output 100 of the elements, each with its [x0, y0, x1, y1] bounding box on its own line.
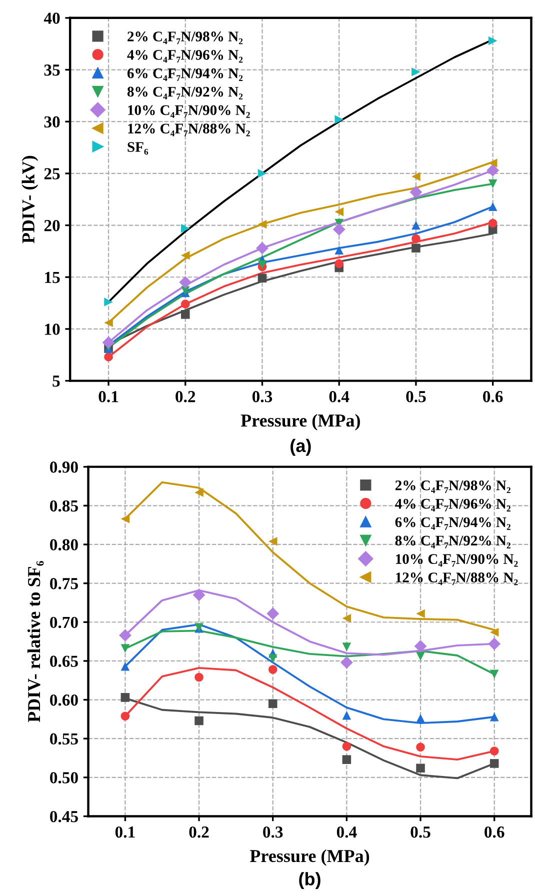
- point: [490, 628, 499, 637]
- x-tick-label: 0.5: [406, 391, 426, 402]
- point: [412, 234, 420, 244]
- point: [180, 310, 190, 319]
- point: [488, 202, 498, 212]
- point: [258, 169, 267, 178]
- point: [180, 300, 190, 308]
- y-tick-label: 0.80: [50, 539, 78, 550]
- point: [490, 670, 499, 679]
- y-tick-label: 40: [44, 12, 60, 24]
- point: [258, 220, 267, 229]
- y-tick-label: 0.75: [50, 578, 78, 590]
- point: [490, 712, 499, 722]
- y-tick-label: 0.60: [50, 694, 78, 706]
- legend-label: 8% C₄F₇N/92% N₂: [395, 536, 510, 548]
- point: [194, 716, 204, 726]
- point: [342, 642, 352, 652]
- point: [104, 352, 113, 362]
- legend-label: 12% C₄F₇N/88% N₂: [128, 124, 250, 136]
- y-axis-title: PDIV- (kV): [22, 156, 38, 244]
- y-tick-label: 0.65: [50, 656, 78, 667]
- y-axis-title: PDIV- relative to SF₆: [27, 561, 44, 722]
- point: [412, 220, 420, 230]
- y-tick-label: 20: [44, 220, 60, 232]
- point: [180, 250, 190, 260]
- x-tick-label: 0.4: [329, 391, 350, 402]
- point: [416, 609, 425, 618]
- point: [412, 244, 420, 252]
- point: [334, 246, 344, 255]
- x-tick-label: 0.2: [176, 391, 196, 402]
- text: (a): [290, 438, 311, 456]
- point: [342, 755, 352, 764]
- y-tick-label: 0.45: [50, 810, 78, 822]
- point: [180, 224, 190, 233]
- point: [120, 712, 130, 720]
- point: [104, 318, 113, 328]
- y-tick-label: 25: [44, 168, 60, 180]
- point: [194, 672, 204, 682]
- point: [194, 488, 204, 497]
- legend-label: 4% C₄F₇N/96% N₂: [127, 50, 243, 63]
- legend-label: 6% C₄F₇N/94% N₂: [395, 517, 510, 530]
- legend-label: 10% C₄F₇N/90% N₂: [128, 105, 250, 118]
- point: [416, 742, 425, 752]
- point: [488, 36, 498, 46]
- point: [268, 699, 278, 708]
- point: [416, 764, 425, 773]
- legend-label: 12% C₄F₇N/88% N₂: [396, 572, 518, 586]
- legend-label: 2% C₄F₇N/98% N₂: [395, 480, 510, 494]
- x-tick-label: 0.1: [115, 826, 135, 838]
- y-tick-label: 5: [52, 376, 60, 387]
- point: [268, 654, 278, 664]
- point: [488, 179, 498, 188]
- point: [416, 652, 425, 661]
- point: [412, 172, 420, 181]
- point: [490, 746, 499, 756]
- legend-label: SF₆: [128, 142, 148, 155]
- x-tick-label: 0.4: [336, 826, 357, 838]
- point: [410, 186, 422, 198]
- point: [342, 614, 352, 623]
- y-tick-label: 30: [44, 116, 60, 128]
- point: [118, 629, 132, 642]
- point: [104, 298, 113, 306]
- y-tick-label: 0.85: [50, 500, 78, 512]
- y-tick-label: 0.70: [50, 616, 78, 628]
- point: [486, 164, 500, 177]
- point: [120, 644, 130, 653]
- point: [334, 115, 344, 124]
- legend-label: 6% C₄F₇N/94% N₂: [127, 68, 243, 82]
- point: [120, 693, 130, 702]
- y-tick-label: 0.90: [50, 462, 78, 473]
- point: [334, 207, 344, 216]
- point: [258, 274, 267, 283]
- x-tick-label: 0.2: [189, 826, 209, 838]
- point: [120, 662, 130, 671]
- legend-label: 4% C₄F₇N/96% N₂: [395, 498, 510, 512]
- point: [256, 242, 268, 254]
- point: [334, 259, 344, 268]
- point: [340, 656, 353, 669]
- x-tick-label: 0.3: [252, 391, 272, 402]
- y-tick-label: 0.50: [50, 772, 78, 784]
- x-tick-label: 0.6: [483, 391, 503, 402]
- x-axis-title: Pressure (MPa): [240, 414, 360, 430]
- point: [102, 336, 115, 349]
- point: [266, 607, 280, 620]
- x-axis-title: Pressure (MPa): [250, 849, 370, 866]
- x-tick-label: 0.5: [410, 826, 430, 838]
- point: [490, 759, 499, 768]
- point: [342, 710, 352, 720]
- x-tick-label: 0.6: [484, 826, 504, 838]
- point: [488, 218, 498, 228]
- legend-label: 8% C₄F₇N/92% N₂: [127, 86, 243, 100]
- point: [268, 536, 278, 546]
- y-tick-label: 0.55: [50, 733, 78, 745]
- point: [179, 276, 192, 289]
- point: [332, 223, 346, 236]
- point: [268, 665, 278, 674]
- point: [416, 714, 425, 723]
- point: [414, 640, 427, 652]
- point: [192, 588, 206, 602]
- x-tick-label: 0.1: [98, 391, 118, 402]
